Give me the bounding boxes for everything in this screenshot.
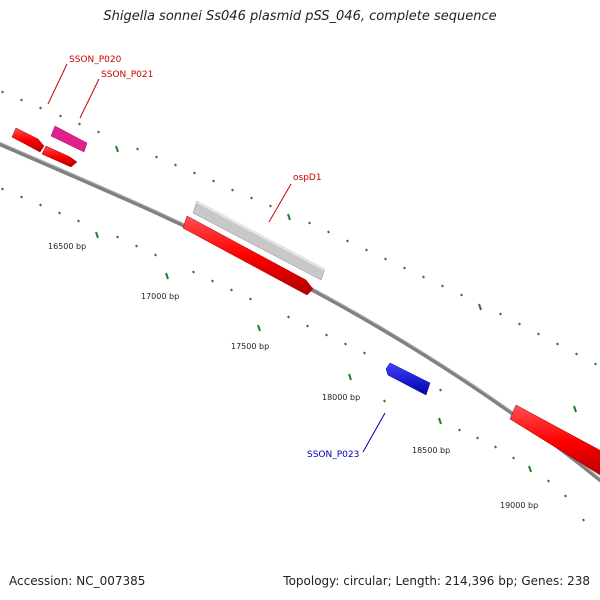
position-label-19000: 19000 bp	[500, 501, 538, 510]
leader-line-sson-p021	[79, 78, 100, 119]
gene-label-sson-p021: SSON_P021	[101, 70, 153, 80]
gene-feature-right[interactable]	[509, 404, 600, 478]
position-label-17500: 17500 bp	[231, 342, 269, 351]
gene-label-sson-p023: SSON_P023	[307, 450, 359, 460]
leader-line-sson-p020	[47, 63, 68, 105]
plasmid-backbone	[0, 142, 600, 483]
position-label-16500: 16500 bp	[48, 242, 86, 251]
position-label-17000: 17000 bp	[141, 292, 179, 301]
accession-text: Accession: NC_007385	[9, 574, 146, 588]
gene-feature-a[interactable]	[11, 127, 45, 153]
gene-feature-ospd1-forward[interactable]	[182, 215, 314, 296]
gene-feature-sson-p021[interactable]	[50, 125, 88, 153]
leader-line-ospd1	[268, 183, 292, 223]
gene-label-ospd1: ospD1	[293, 173, 322, 183]
gene-label-sson-p020: SSON_P020	[69, 55, 122, 65]
topology-text: Topology: circular; Length: 214,396 bp; …	[283, 574, 590, 588]
position-label-18500: 18500 bp	[412, 446, 450, 455]
tick-track-outer	[1, 90, 597, 413]
gene-feature-ospd1[interactable]	[192, 200, 326, 281]
gene-feature-sson-p023[interactable]	[385, 362, 431, 396]
position-label-18000: 18000 bp	[322, 393, 360, 402]
gene-feature-sson-p020[interactable]	[41, 145, 78, 168]
map-title: Shigella sonnei Ss046 plasmid pSS_046, c…	[103, 9, 497, 24]
tick-track-inner	[1, 187, 585, 522]
leader-line-sson-p023	[362, 412, 386, 453]
